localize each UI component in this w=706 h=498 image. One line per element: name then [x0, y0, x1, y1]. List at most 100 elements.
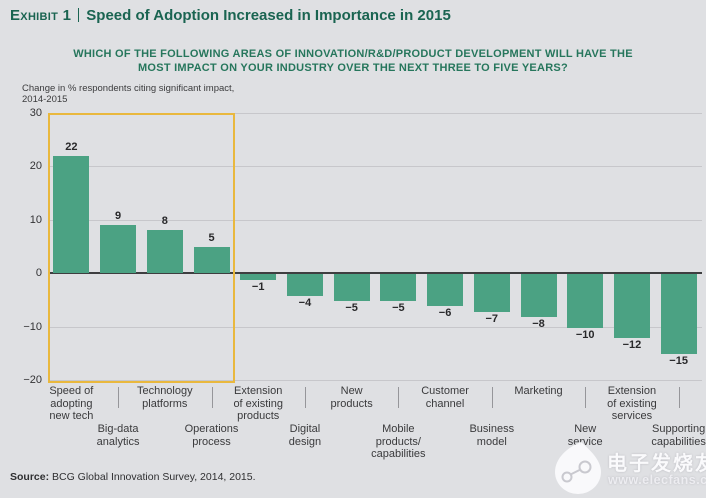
x-category-label-line: Extension [607, 385, 657, 397]
watermark-name: 电子发烧友 [607, 453, 706, 475]
x-category-label-line: Supporting [652, 423, 706, 435]
chart-question-line-2: MOST IMPACT ON YOUR INDUSTRY OVER THE NE… [138, 62, 568, 74]
x-category-label-line: New [340, 385, 363, 397]
x-category-label-line: Operations [184, 423, 239, 435]
bar-value-label: −1 [251, 280, 265, 293]
x-category-label-line: Mobile [382, 423, 415, 435]
x-category-label-line: Technology [136, 385, 193, 397]
bar-value-label: −7 [485, 312, 499, 325]
exhibit-title: Speed of Adoption Increased in Importanc… [86, 7, 451, 24]
x-category-label: Speed of adopting new tech [16, 385, 126, 423]
bar-value-label: −5 [345, 301, 358, 314]
x-category-label-line: Big-data [97, 423, 139, 435]
gridline [48, 326, 702, 328]
x-category-label: Customer channel [390, 385, 500, 410]
exhibit-number: Exhibit 1 [10, 7, 72, 24]
x-category-label-line: Speed of [49, 385, 94, 397]
x-category-label-line: services [611, 410, 653, 422]
bar [613, 274, 650, 339]
chart-question-line-1: WHICH OF THE FOLLOWING AREAS OF INNOVATI… [73, 48, 633, 60]
x-category-label-line: new tech [49, 410, 94, 422]
bar [286, 274, 323, 296]
source-label: Source: [10, 471, 50, 483]
y-tick-label: 0 [35, 267, 42, 280]
title-divider [78, 8, 80, 22]
bar-value-label: −5 [392, 301, 405, 314]
x-category-label-line: of existing [233, 397, 283, 410]
gridline [48, 219, 702, 221]
x-category-label-line: capabilities [651, 435, 706, 448]
gridline [48, 113, 702, 114]
x-category-label: Big-data analytics [63, 423, 173, 448]
x-category-label-line: analytics [96, 435, 140, 448]
bar-value-label: 22 [65, 140, 78, 153]
x-label-separator [491, 387, 493, 408]
x-category-label-line: Marketing [514, 385, 563, 397]
x-category-label-line: of existing [607, 397, 657, 410]
bar-value-label: −10 [575, 328, 595, 341]
x-label-separator [678, 387, 680, 408]
x-category-label-line: Business [469, 423, 515, 435]
y-tick-label: 10 [29, 213, 42, 226]
bar-value-label: 9 [115, 210, 122, 223]
x-category-label: Technology platforms [110, 385, 220, 410]
x-label-separator [304, 387, 306, 408]
x-category-label-line: New [574, 423, 597, 435]
x-category-label-line: Extension [234, 385, 283, 397]
chart-question: WHICH OF THE FOLLOWING AREAS OF INNOVATI… [73, 47, 633, 75]
zero-baseline [48, 272, 702, 275]
x-category-label-line: channel [425, 397, 465, 410]
watermark-url: www.elecfans.com [608, 473, 706, 487]
y-tick-label: −20 [23, 374, 42, 386]
x-category-label-line: products [330, 397, 373, 410]
source-line: Source: BCG Global Innovation Survey, 20… [10, 471, 256, 483]
bar [240, 274, 277, 280]
bar [567, 274, 604, 328]
highlight-box [48, 113, 235, 383]
x-category-label: Operations process [157, 423, 267, 448]
x-category-label: Digital design [250, 423, 360, 448]
bar-value-label: −4 [298, 296, 312, 309]
x-label-separator [211, 387, 213, 408]
x-category-label-line: model [476, 435, 507, 448]
elecfans-logo-icon [552, 441, 604, 498]
x-category-label-line: process [192, 435, 231, 448]
gridline [48, 166, 702, 168]
y-tick-label: 20 [29, 160, 42, 173]
x-category-label-line: Customer [421, 385, 469, 397]
bar-value-label: −8 [532, 317, 545, 330]
exhibit-title-line: Exhibit 1 Speed of Adoption Increased in … [10, 7, 451, 24]
x-category-label: Extension of existing products [203, 385, 313, 423]
bar [100, 225, 137, 274]
bar [380, 274, 417, 301]
x-category-label-line: products [237, 410, 280, 422]
bar-value-label: −12 [622, 339, 642, 352]
x-category-label: Supporting capabilities [624, 423, 706, 448]
x-category-label-line: products/ [375, 435, 421, 448]
y-tick-label: −10 [23, 320, 42, 333]
x-category-label-line: platforms [142, 397, 188, 410]
bar [146, 230, 183, 274]
x-category-label: Business model [437, 423, 547, 448]
y-axis-note: Change in % respondents citing significa… [22, 83, 234, 105]
bar [660, 274, 697, 355]
bar [520, 274, 557, 317]
bar [193, 246, 230, 274]
x-category-label: Mobile products/capabilities [343, 423, 453, 461]
x-category-label: New products [297, 385, 407, 410]
y-axis-note-line-1: Change in % respondents citing significa… [22, 83, 235, 94]
y-tick-label: 30 [29, 107, 42, 119]
y-axis-note-line-2: 2014-2015 [22, 94, 68, 105]
x-label-separator [398, 387, 400, 408]
x-category-label: Extension of existing services [577, 385, 687, 423]
watermark: 电子发烧友 www.elecfans.com [550, 441, 706, 497]
x-category-label: Marketing [484, 385, 594, 398]
bar-value-label: −15 [669, 355, 688, 368]
gridline [48, 380, 702, 381]
bar [333, 274, 370, 301]
x-category-label-line: capabilities [371, 448, 426, 460]
x-label-separator [585, 387, 587, 408]
bar-value-label: 5 [208, 231, 215, 244]
source-text: BCG Global Innovation Survey, 2014, 2015… [49, 471, 256, 483]
